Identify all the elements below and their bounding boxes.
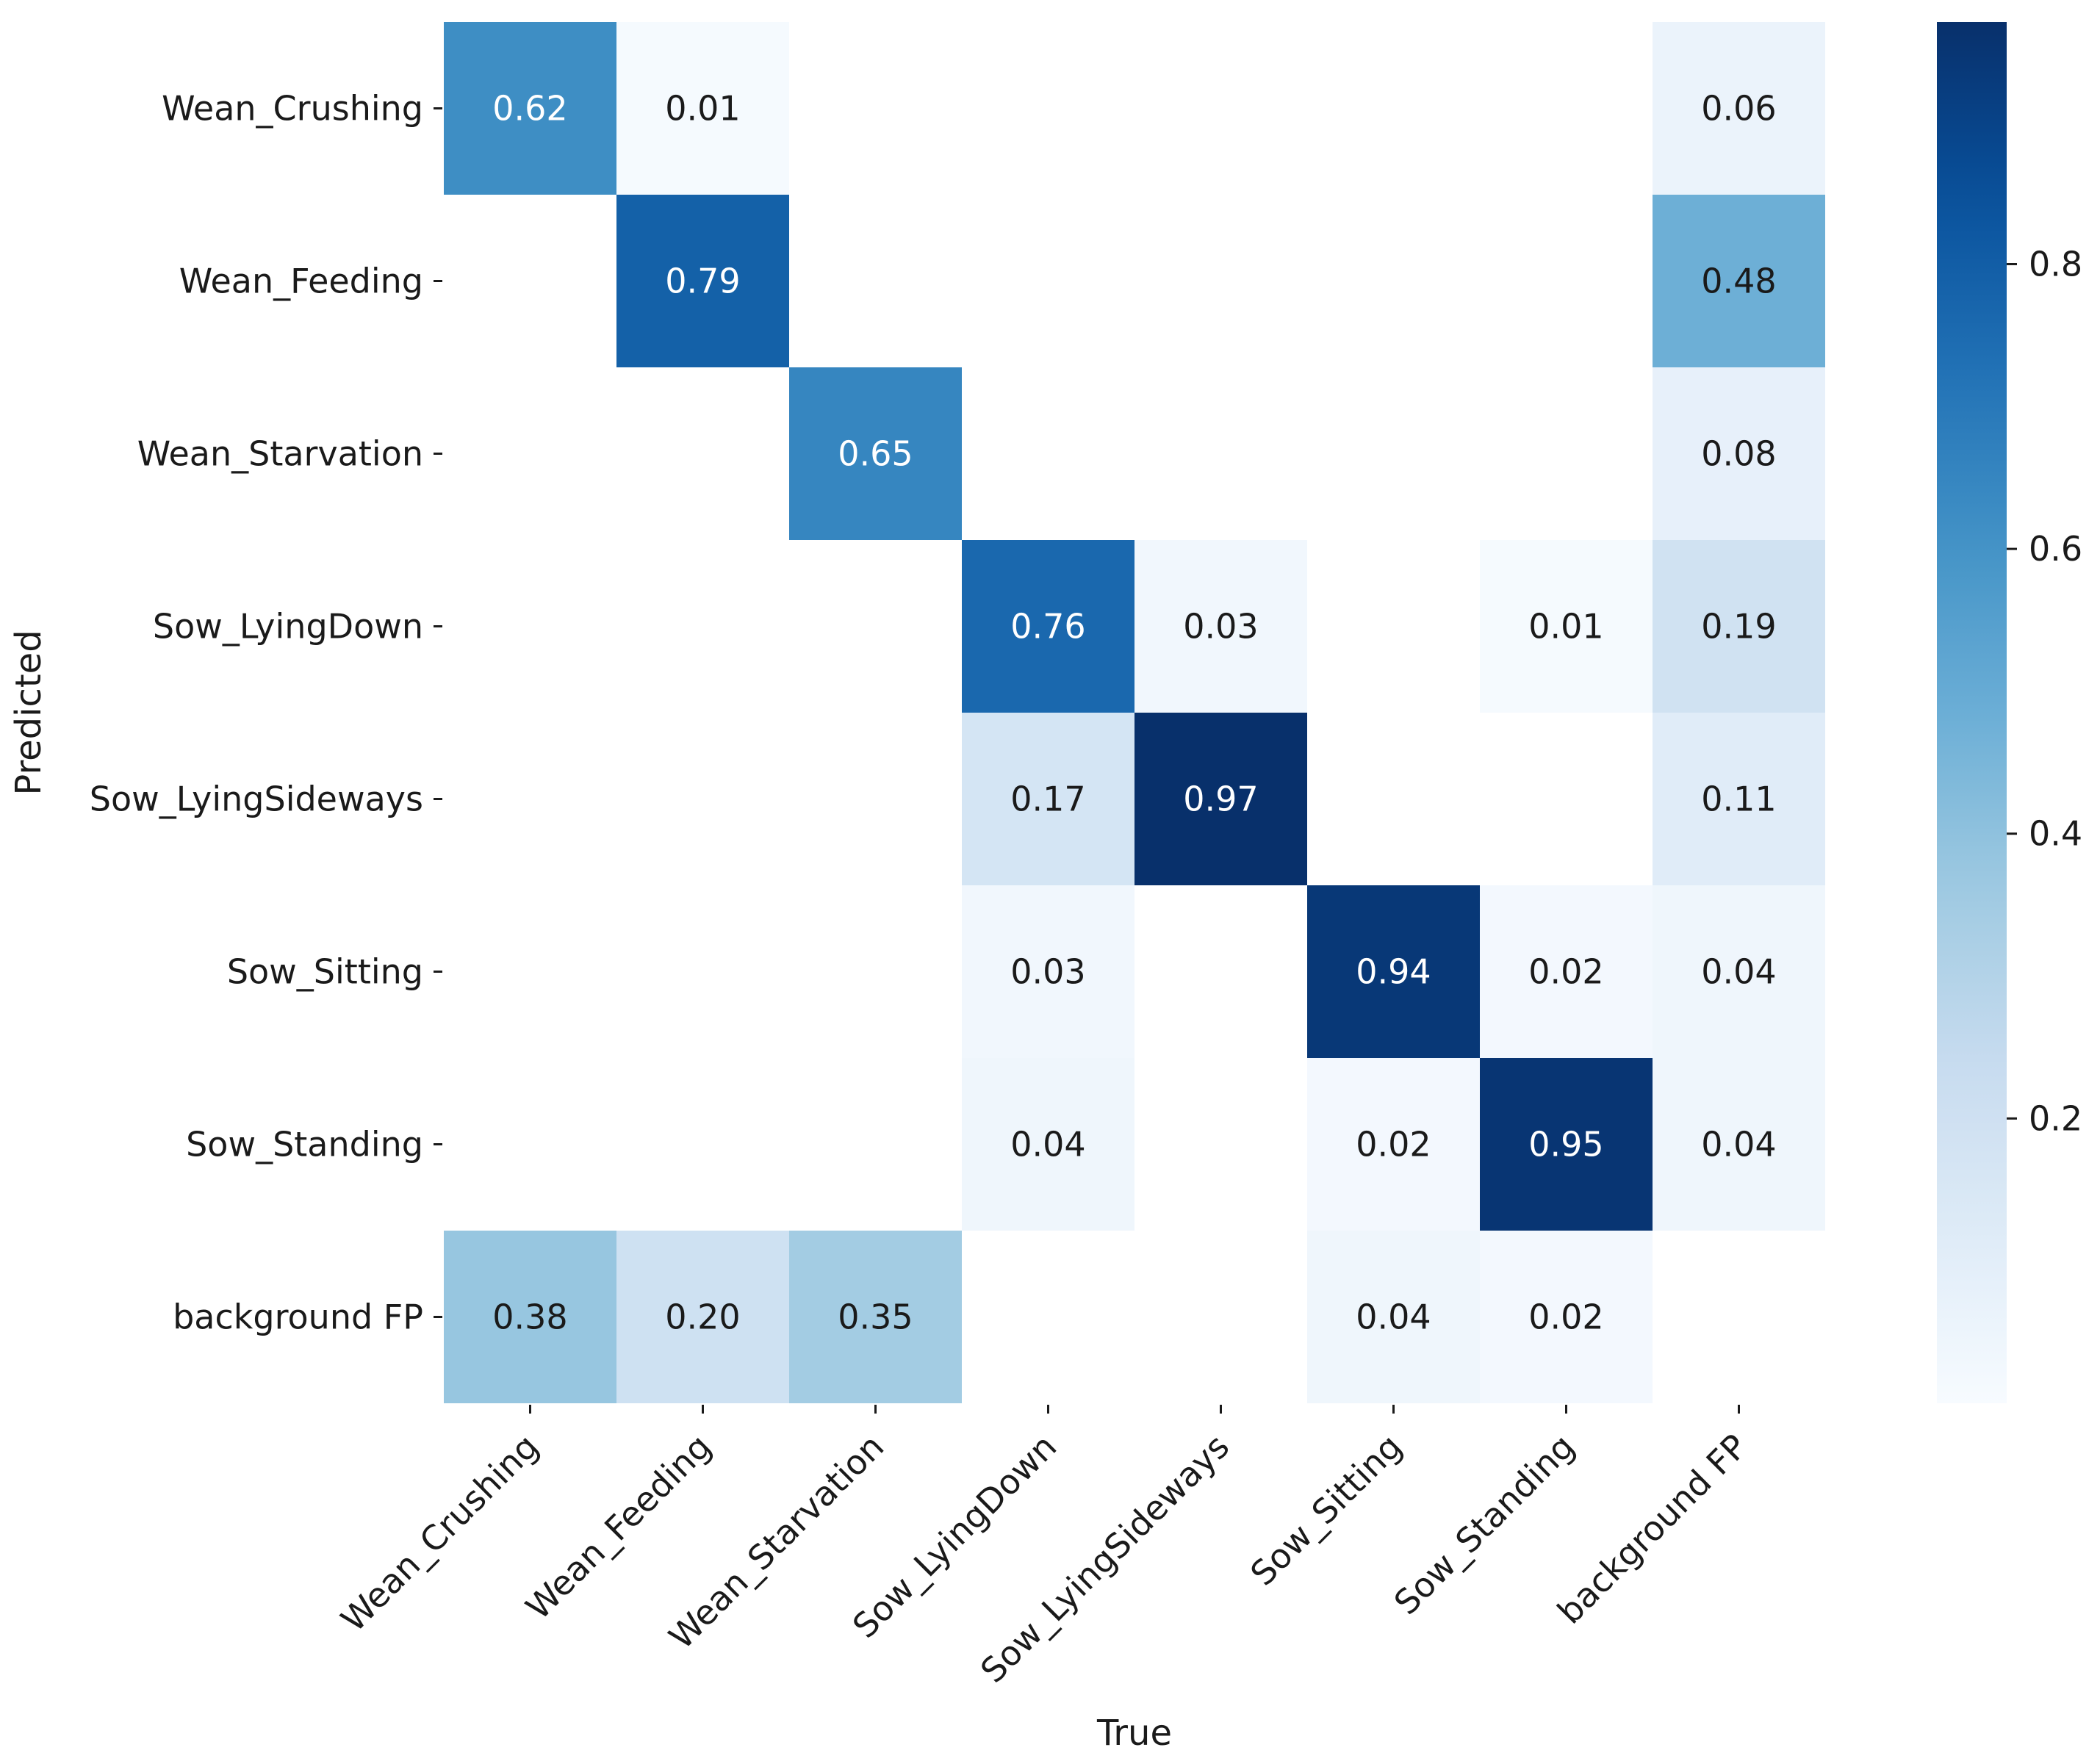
- colorbar-tick-label: 0.2: [2029, 1098, 2082, 1138]
- cell-value-label: 0.35: [838, 1297, 913, 1337]
- cell-value-label: 0.02: [1528, 952, 1603, 992]
- heatmap-cell-labels: 0.62 0.01 0.06 0.79 0.48 0.65 0.08 0.76 0.03 0.01…: [492, 89, 1776, 1337]
- cell-value-label: 0.11: [1701, 780, 1776, 819]
- heatmap-cell: [1307, 1058, 1480, 1231]
- cell-value-label: 0.62: [492, 89, 567, 129]
- y-tick-label: Wean_Starvation: [137, 434, 423, 474]
- colorbar-tick-label: 0.4: [2029, 814, 2082, 854]
- y-tick-label: Wean_Crushing: [162, 89, 423, 129]
- heatmap-cell: [962, 713, 1134, 885]
- heatmap-cell: [962, 540, 1134, 713]
- x-tick-label: background FP: [1550, 1427, 1755, 1632]
- x-tick-label: Sow_Sitting: [1243, 1427, 1409, 1594]
- x-tick-label: Wean_Crushing: [333, 1427, 546, 1640]
- cell-value-label: 0.38: [492, 1297, 567, 1337]
- cell-value-label: 0.48: [1701, 262, 1776, 301]
- cell-value-label: 0.04: [1356, 1297, 1431, 1337]
- x-axis-title: True: [1096, 1713, 1172, 1754]
- heatmap-cell: [1134, 540, 1307, 713]
- colorbar-gradient: [1937, 22, 2007, 1403]
- heatmap-cell: [1653, 367, 1825, 540]
- colorbar-tick-label: 0.8: [2029, 244, 2082, 284]
- cell-value-label: 0.03: [1183, 607, 1258, 647]
- cell-value-label: 0.95: [1528, 1125, 1603, 1164]
- colorbar-tick-label: 0.6: [2029, 529, 2082, 569]
- x-axis: Wean_CrushingWean_FeedingWean_Starvation…: [333, 1405, 1755, 1691]
- cell-value-label: 0.65: [838, 434, 913, 474]
- cell-value-label: 0.08: [1701, 434, 1776, 474]
- x-tick-label: Sow_Standing: [1387, 1427, 1583, 1623]
- cell-value-label: 0.01: [665, 89, 740, 129]
- cell-value-label: 0.94: [1356, 952, 1431, 992]
- heatmap-cell: [616, 22, 789, 195]
- y-axis: Wean_Crushing Wean_Feeding Wean_Starvation…: [90, 89, 442, 1337]
- heatmap-cell: [1653, 713, 1825, 885]
- heatmap-cell: [1653, 1058, 1825, 1231]
- heatmap-cell: [1307, 1231, 1480, 1403]
- cell-value-label: 0.04: [1010, 1125, 1085, 1164]
- heatmap-cell: [1653, 22, 1825, 195]
- heatmap-cell: [1480, 885, 1653, 1058]
- y-tick-label: background FP: [173, 1297, 423, 1337]
- cell-value-label: 0.97: [1183, 780, 1258, 819]
- colorbar: 0.2 0.4 0.6 0.8: [1937, 22, 2082, 1403]
- heatmap-cell: [1480, 1231, 1653, 1403]
- y-tick-label: Wean_Feeding: [179, 262, 423, 301]
- y-tick-label: Sow_Standing: [186, 1125, 423, 1164]
- heatmap-cell: [1307, 885, 1480, 1058]
- heatmap-cell: [1653, 195, 1825, 367]
- cell-value-label: 0.01: [1528, 607, 1603, 647]
- heatmap-cell: [444, 22, 616, 195]
- cell-value-label: 0.19: [1701, 607, 1776, 647]
- heatmap-cell: [962, 885, 1134, 1058]
- y-tick-label: Sow_LyingDown: [153, 607, 423, 647]
- y-axis-title: Predicted: [8, 630, 49, 795]
- heatmap-cell: [1134, 713, 1307, 885]
- heatmap-cell: [616, 195, 789, 367]
- heatmap-cell: [616, 1231, 789, 1403]
- cell-value-label: 0.03: [1010, 952, 1085, 992]
- cell-value-label: 0.06: [1701, 89, 1776, 129]
- heatmap-cell: [1653, 540, 1825, 713]
- x-tick-label: Wean_Feeding: [518, 1427, 719, 1627]
- cell-value-label: 0.76: [1010, 607, 1085, 647]
- heatmap-cell: [962, 1058, 1134, 1231]
- cell-value-label: 0.17: [1010, 780, 1085, 819]
- cell-value-label: 0.02: [1528, 1297, 1603, 1337]
- heatmap-cell: [789, 367, 962, 540]
- cell-value-label: 0.20: [665, 1297, 740, 1337]
- cell-value-label: 0.02: [1356, 1125, 1431, 1164]
- cell-value-label: 0.04: [1701, 1125, 1776, 1164]
- heatmap-cell: [1653, 885, 1825, 1058]
- cell-value-label: 0.04: [1701, 952, 1776, 992]
- heatmap-cells: [444, 22, 1825, 1403]
- heatmap-cell: [1480, 540, 1653, 713]
- heatmap-cell: [1480, 1058, 1653, 1231]
- y-tick-label: Sow_LyingSideways: [90, 780, 423, 819]
- heatmap-cell: [789, 1231, 962, 1403]
- heatmap-cell: [444, 1231, 616, 1403]
- y-tick-label: Sow_Sitting: [227, 952, 423, 992]
- cell-value-label: 0.79: [665, 262, 740, 301]
